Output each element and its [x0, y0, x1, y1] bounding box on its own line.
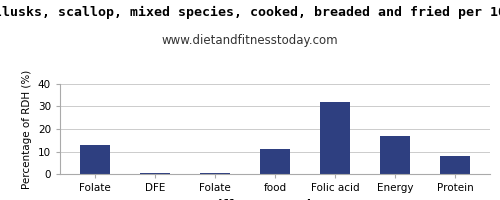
X-axis label: Different Nutrients: Different Nutrients — [208, 199, 342, 200]
Text: Mollusks, scallop, mixed species, cooked, breaded and fried per 100g: Mollusks, scallop, mixed species, cooked… — [0, 6, 500, 19]
Y-axis label: Percentage of RDH (%): Percentage of RDH (%) — [22, 69, 32, 189]
Bar — [200, 173, 230, 174]
Text: www.dietandfitnesstoday.com: www.dietandfitnesstoday.com — [162, 34, 338, 47]
Bar — [380, 136, 410, 174]
Bar — [80, 145, 110, 174]
Bar — [320, 102, 350, 174]
Bar — [440, 156, 470, 174]
Bar — [260, 149, 290, 174]
Bar — [140, 173, 170, 174]
